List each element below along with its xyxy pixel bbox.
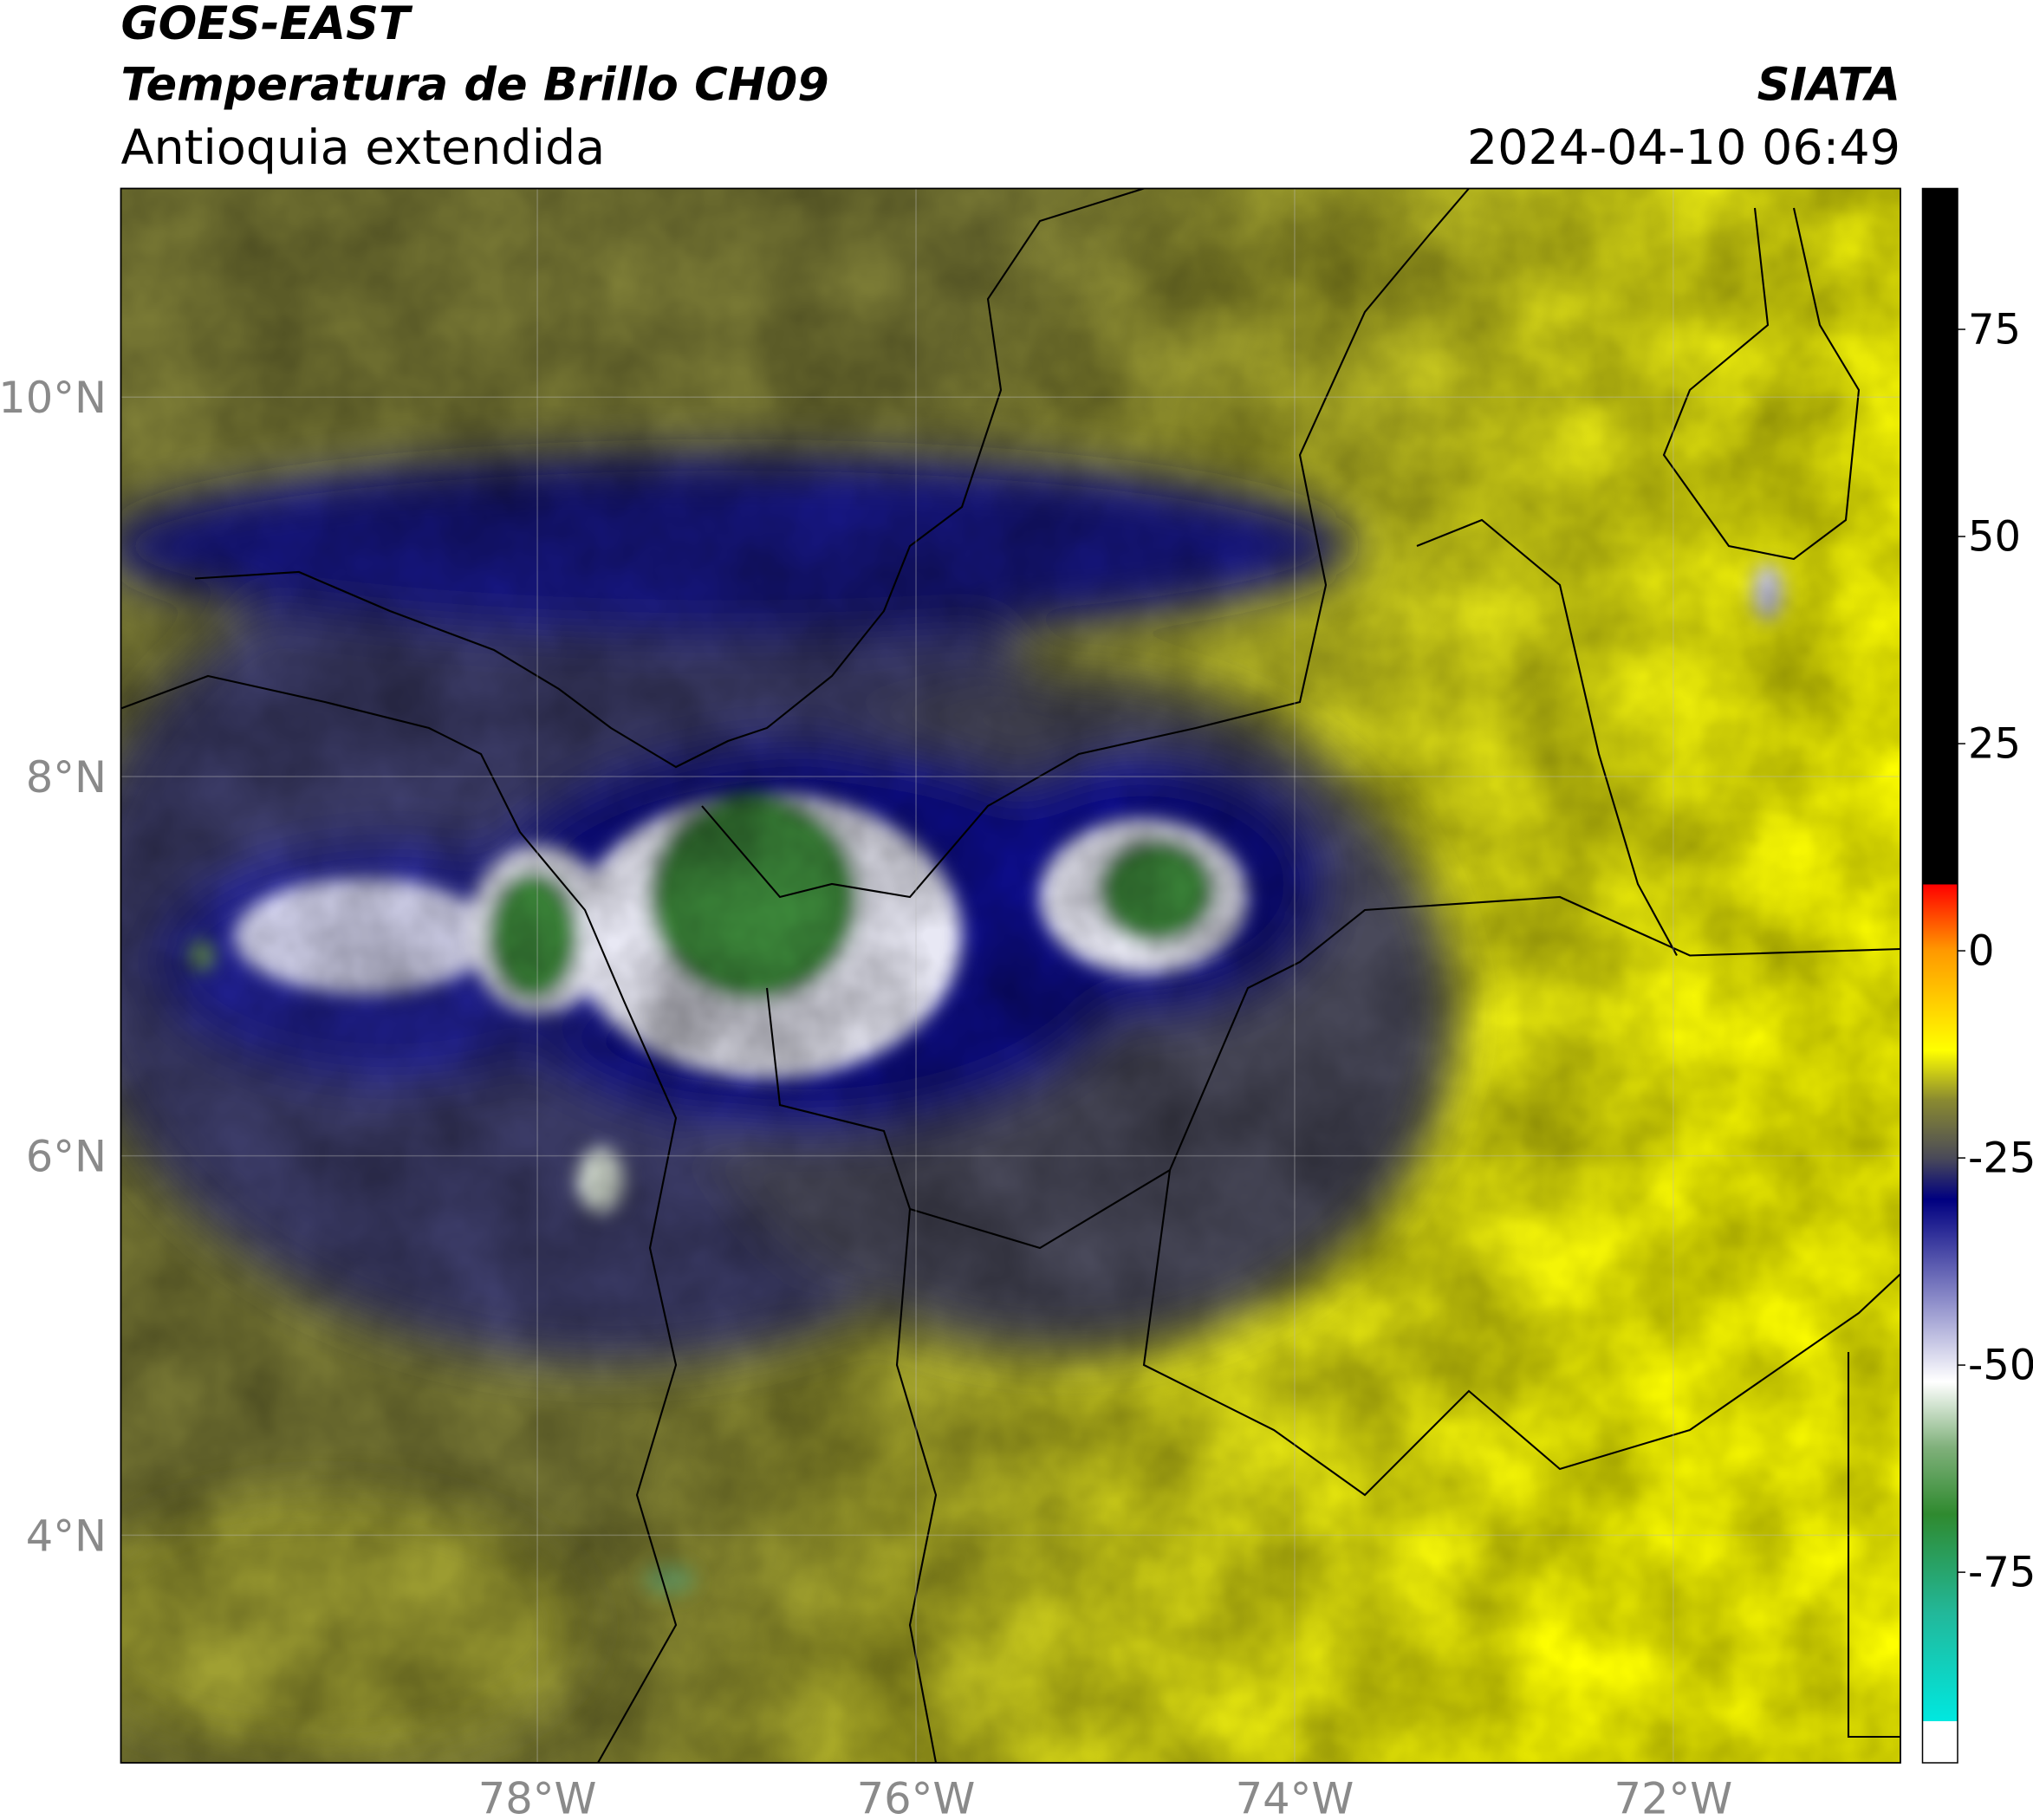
borders	[120, 188, 1900, 1763]
coastline	[194, 188, 1145, 769]
x-tick-label: 76°W	[857, 1774, 976, 1820]
datetime-label: 2024-04-10 06:49	[1467, 120, 1900, 176]
colorbar-tick-label: -50	[1968, 1342, 2033, 1390]
colorbar-tick-label: 75	[1968, 306, 2021, 354]
map-image	[120, 188, 1900, 1763]
colorbar-tick-label: -75	[1968, 1549, 2033, 1597]
product-title: Temperatura de Brillo CH09	[121, 59, 829, 112]
region-subtitle: Antioquia extendida	[121, 120, 606, 176]
dept-border	[701, 188, 1470, 899]
colorbar-tick-label: -25	[1968, 1134, 2033, 1183]
pacific-coast	[120, 674, 678, 1763]
x-tick-label: 72°W	[1614, 1774, 1733, 1820]
y-tick-label: 6°N	[26, 1132, 107, 1182]
y-tick-label: 10°N	[0, 373, 107, 423]
national-border	[1416, 518, 1678, 957]
y-tick-label: 8°N	[26, 752, 107, 803]
peninsula	[1662, 207, 1861, 561]
grid	[120, 188, 1900, 1763]
colorbar	[1921, 187, 1958, 1764]
x-tick-label: 78°W	[478, 1774, 597, 1820]
colorbar-tick-label: 0	[1968, 927, 1995, 976]
y-tick-label: 4°N	[26, 1511, 107, 1561]
colorbar-tick-label: 25	[1968, 720, 2021, 769]
satellite-title: GOES-EAST	[121, 0, 413, 50]
national-border	[1847, 1352, 1900, 1739]
dept-border	[895, 1169, 1900, 1763]
dept-border	[765, 895, 1900, 1250]
x-tick-label: 74°W	[1236, 1774, 1354, 1820]
texture	[120, 188, 1900, 1763]
colorbar-tick-label: 50	[1968, 513, 2021, 562]
map-frame	[120, 187, 1901, 1764]
source-label: SIATA	[1757, 59, 1900, 112]
